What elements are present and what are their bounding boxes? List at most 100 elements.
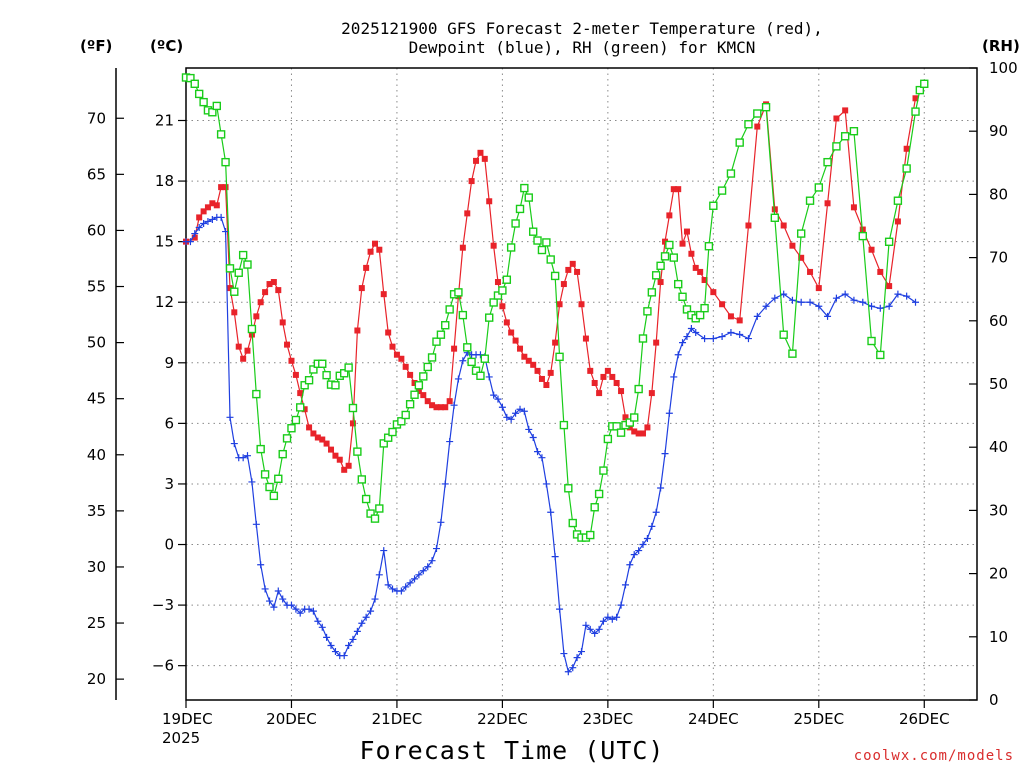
rh-point xyxy=(506,243,516,252)
2-meter-temperature-point xyxy=(204,204,211,211)
dewpoint-point xyxy=(520,407,528,415)
rh-point xyxy=(414,381,424,390)
dewpoint-point xyxy=(595,625,603,633)
dewpoint-point xyxy=(912,298,920,306)
dewpoint-point xyxy=(239,454,247,462)
rh-point xyxy=(704,242,714,251)
2-meter-temperature-point xyxy=(222,184,229,191)
celsius-tick-label: 3 xyxy=(164,475,174,493)
rh-point xyxy=(559,420,569,430)
rh-point xyxy=(586,530,595,540)
rh-point xyxy=(348,403,358,413)
rh-point xyxy=(643,307,652,316)
dewpoint-point xyxy=(525,425,533,433)
rh-point xyxy=(524,193,533,202)
rh-point xyxy=(300,381,309,390)
rh-point xyxy=(612,422,621,431)
2-meter-temperature-point xyxy=(517,345,524,352)
rh-point xyxy=(893,196,903,205)
2-meter-temperature-point xyxy=(244,347,251,354)
celsius-tick-label: 18 xyxy=(155,172,174,190)
2-meter-temperature-point xyxy=(354,327,361,334)
2-meter-temperature-point xyxy=(534,367,541,374)
rh-point xyxy=(476,371,485,380)
dewpoint-point xyxy=(353,627,361,635)
2-meter-temperature-point xyxy=(530,361,537,368)
dewpoint-point xyxy=(701,335,709,343)
rh-point xyxy=(471,366,481,375)
2-meter-temperature-point xyxy=(503,319,510,326)
dewpoint-point xyxy=(674,351,682,359)
rh-point xyxy=(458,310,468,320)
rh-point xyxy=(502,275,512,284)
rh-tick-label: 30 xyxy=(989,501,1008,519)
2-meter-temperature-point xyxy=(424,398,431,405)
2-meter-temperature-point xyxy=(521,353,528,360)
2-meter-temperature-point xyxy=(666,212,673,219)
rh-tick-label: 70 xyxy=(989,249,1008,267)
dewpoint-point xyxy=(621,581,629,589)
rh-point xyxy=(669,253,678,262)
rh-point xyxy=(911,107,920,116)
2-meter-temperature-point xyxy=(433,404,440,411)
2-meter-temperature-point xyxy=(266,281,273,288)
dewpoint-point xyxy=(419,567,427,575)
dewpoint-point xyxy=(415,571,423,579)
chart-title-line1: 2025121900 GFS Forecast 2-meter Temperat… xyxy=(341,19,823,38)
rh-point xyxy=(511,219,520,228)
data-series xyxy=(181,73,929,676)
2-meter-temperature-point xyxy=(288,357,295,364)
rh-point xyxy=(876,350,885,360)
2-meter-temperature-point xyxy=(389,343,396,350)
2-meter-temperature-point xyxy=(301,406,308,413)
dewpoint-point xyxy=(252,520,260,528)
rh-tick-label: 0 xyxy=(989,691,999,709)
dewpoint-point xyxy=(494,395,502,403)
rh-point xyxy=(230,287,239,296)
dewpoint-point xyxy=(744,335,752,343)
2-meter-temperature-point xyxy=(653,339,660,346)
rh-point xyxy=(344,363,353,372)
2-meter-temperature-point xyxy=(284,341,291,348)
2-meter-temperature-point xyxy=(314,434,321,441)
rh-point xyxy=(194,89,204,99)
dewpoint-point xyxy=(771,294,779,302)
rh-tick-label: 90 xyxy=(989,122,1008,140)
dewpoint-point xyxy=(903,292,911,300)
rh-point xyxy=(274,474,283,483)
rh-point xyxy=(260,470,270,479)
rh-point xyxy=(788,349,797,358)
rh-point xyxy=(256,444,265,454)
fahrenheit-tick-label: 55 xyxy=(87,278,106,296)
dewpoint-point xyxy=(454,375,462,383)
rh-point xyxy=(221,157,230,167)
2-meter-temperature-point xyxy=(371,240,378,247)
dewpoint-point xyxy=(200,219,208,227)
dewpoint-point xyxy=(362,613,370,621)
rh-point xyxy=(884,237,894,247)
2-meter-temperature-point xyxy=(613,379,620,386)
2-meter-temperature-point xyxy=(262,289,269,296)
rh-point xyxy=(744,120,753,129)
2-meter-temperature-point xyxy=(292,371,299,378)
x-tick-label: 26DEC xyxy=(899,710,950,728)
dewpoint-point xyxy=(323,633,331,641)
dewpoint-point xyxy=(432,545,440,553)
fahrenheit-tick-label: 35 xyxy=(87,502,106,520)
dewpoint-point xyxy=(516,405,524,413)
2-meter-temperature-point xyxy=(376,246,383,253)
rh-point xyxy=(634,384,643,394)
dewpoint-point xyxy=(648,522,656,530)
2-meter-temperature-point xyxy=(508,329,515,336)
dewpoint-point xyxy=(709,335,717,343)
rh-tick-label: 10 xyxy=(989,628,1008,646)
2-meter-temperature-point xyxy=(560,281,567,288)
dewpoint-point xyxy=(498,403,506,411)
dewpoint-point xyxy=(437,518,445,526)
rh-point xyxy=(436,330,446,339)
rh-point xyxy=(208,108,217,117)
dewpoint-point xyxy=(534,448,542,456)
rh-point xyxy=(920,79,929,89)
dewpoint-point xyxy=(573,654,581,662)
